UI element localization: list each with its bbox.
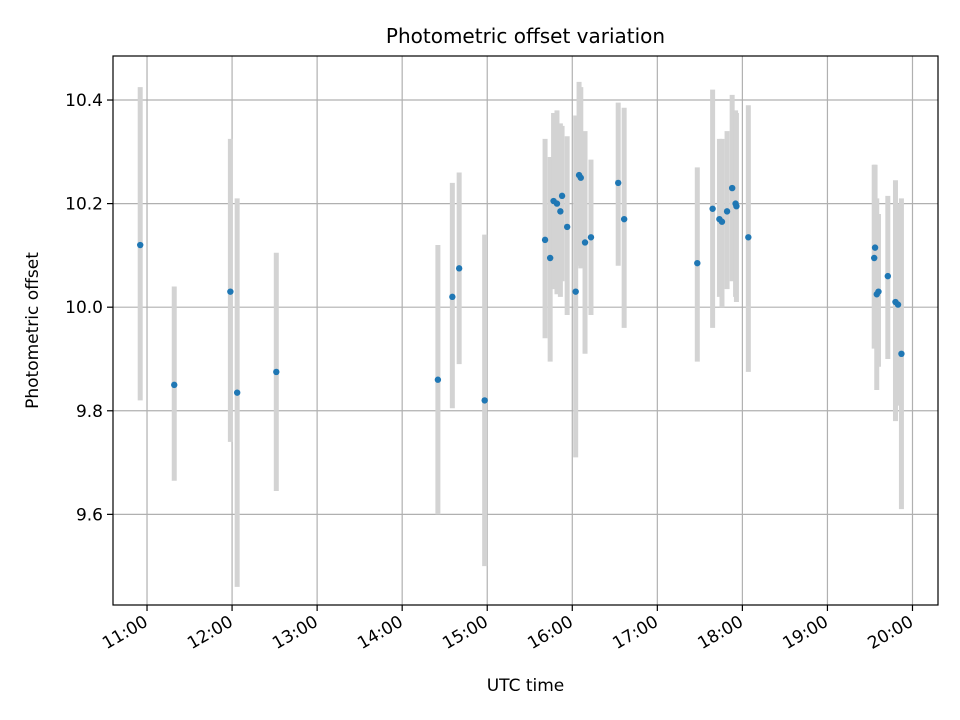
data-point <box>449 293 456 301</box>
data-point <box>620 215 628 223</box>
data-point <box>871 244 879 251</box>
data-point <box>694 259 701 267</box>
y-tick-label: 10.4 <box>65 91 103 111</box>
y-tick-label: 9.6 <box>76 505 103 525</box>
data-point <box>577 174 584 181</box>
y-tick-label: 10.0 <box>65 298 103 318</box>
data-point <box>745 234 752 241</box>
data-point <box>227 288 234 295</box>
axes-frame <box>112 55 939 606</box>
chart-title: Photometric offset variation <box>386 24 665 48</box>
data-point <box>455 265 463 272</box>
data-point <box>587 234 595 241</box>
data-point <box>875 288 882 295</box>
data-point <box>434 376 442 383</box>
data-point <box>558 192 566 200</box>
data-point <box>553 200 561 207</box>
grid <box>113 56 938 605</box>
data-point <box>557 208 564 215</box>
data-point <box>723 208 731 215</box>
data-point <box>572 288 579 295</box>
data-point <box>481 397 488 404</box>
data-point <box>171 381 178 389</box>
data-point <box>273 368 280 376</box>
x-axis-title: UTC time <box>487 676 565 696</box>
data-point <box>894 301 902 308</box>
y-tick-label: 10.2 <box>65 195 103 215</box>
data-point <box>581 239 589 246</box>
data-point <box>884 272 892 280</box>
data-point <box>718 218 726 225</box>
data-point <box>615 179 622 187</box>
data-point <box>546 254 554 262</box>
data-point <box>563 223 571 231</box>
y-tick-label: 9.8 <box>76 402 103 422</box>
data-point <box>728 184 736 192</box>
data-point <box>709 205 716 212</box>
data-point <box>233 389 241 396</box>
data-point <box>541 236 549 244</box>
data-point <box>898 350 905 358</box>
y-axis-title: Photometric offset <box>23 252 43 409</box>
data-point <box>733 202 740 210</box>
data-points <box>137 171 905 404</box>
data-point <box>871 254 878 262</box>
data-point <box>137 241 144 249</box>
